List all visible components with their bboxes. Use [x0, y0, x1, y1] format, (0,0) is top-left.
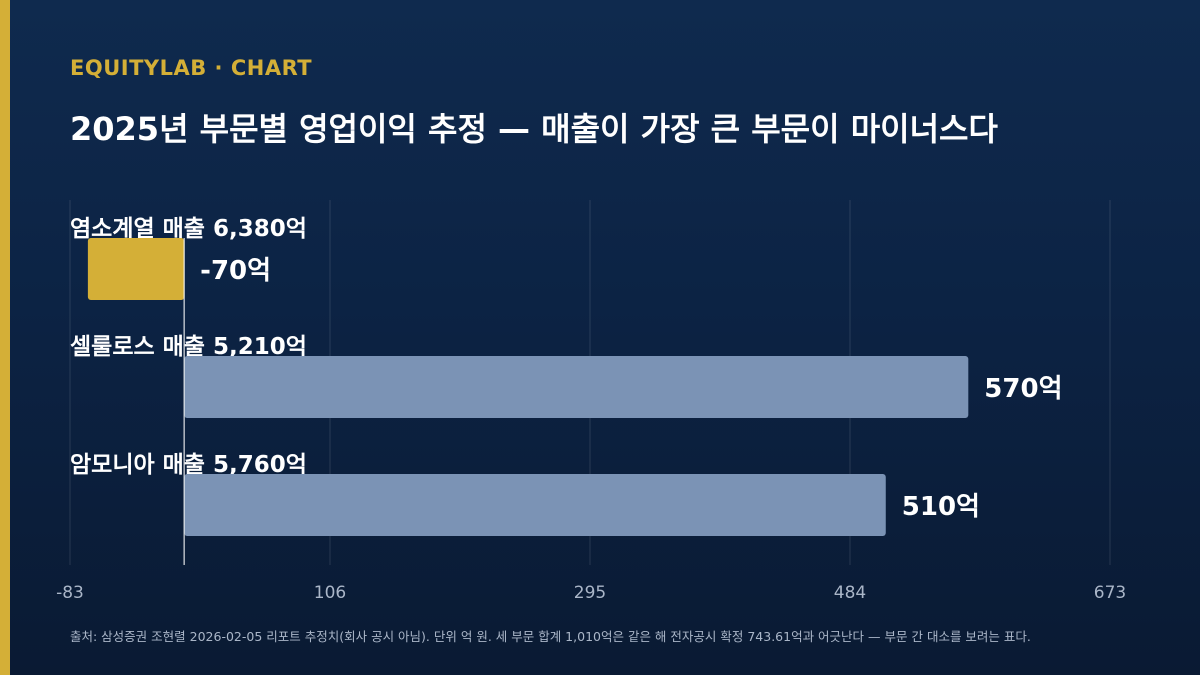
x-tick-label: 106: [314, 583, 346, 603]
value-label: 510억: [902, 492, 980, 522]
category-label: 암모니아 매출 5,760억: [70, 452, 307, 478]
bar: [87, 238, 185, 300]
x-tick-label: -83: [56, 583, 84, 603]
chart-title: 2025년 부문별 영업이익 추정 — 매출이 가장 큰 부문이 마이너스다: [70, 110, 998, 148]
brand-label: EQUITYLAB · CHART: [70, 56, 313, 80]
bar: [184, 474, 886, 536]
source-footnote: 출처: 삼성증권 조현렬 2026-02-05 리포트 추정치(회사 공시 아님…: [70, 629, 1031, 644]
x-tick-label: 673: [1094, 583, 1126, 603]
value-label: 570억: [984, 374, 1062, 404]
value-label: -70억: [200, 256, 271, 286]
x-tick-label: 295: [574, 583, 606, 603]
accent-bar: [0, 0, 10, 675]
x-tick-label: 484: [834, 583, 866, 603]
category-label: 셀룰로스 매출 5,210억: [70, 334, 307, 360]
category-label: 염소계열 매출 6,380억: [70, 216, 307, 242]
bar: [184, 356, 969, 418]
